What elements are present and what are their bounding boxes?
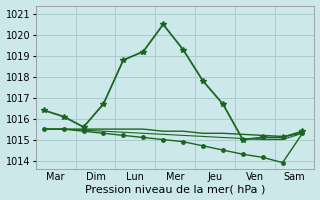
X-axis label: Pression niveau de la mer( hPa ): Pression niveau de la mer( hPa ) xyxy=(85,184,265,194)
